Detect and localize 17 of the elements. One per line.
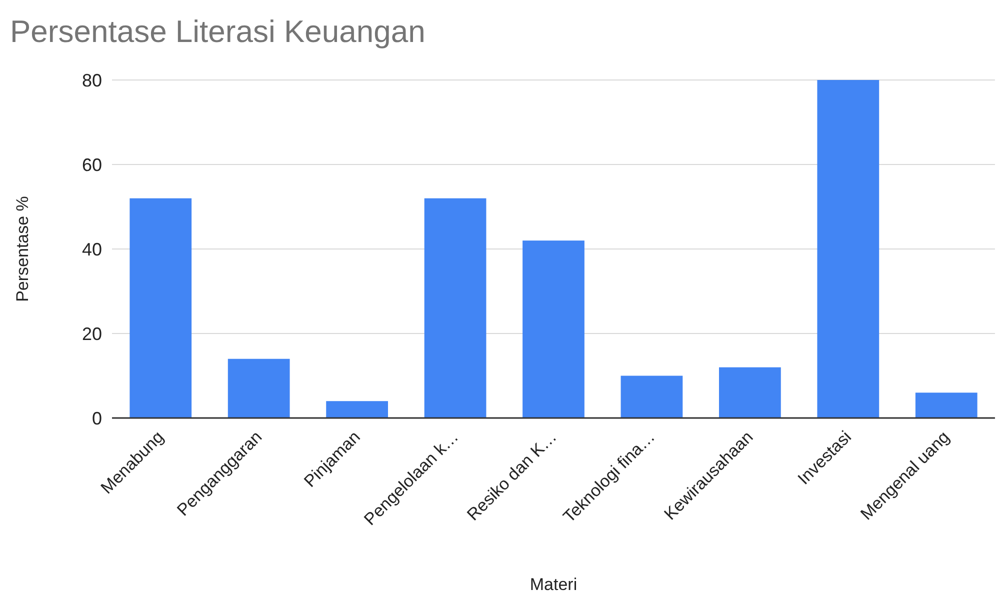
y-tick-label: 20 (82, 324, 102, 344)
y-tick-label: 60 (82, 154, 102, 175)
bar (915, 392, 978, 418)
x-axis-title: Materi (530, 575, 578, 594)
bar (719, 367, 781, 418)
bar (326, 401, 388, 418)
bar (620, 376, 683, 418)
bar (424, 198, 486, 418)
y-axis-title: Persentase % (13, 196, 32, 302)
bar (228, 358, 290, 418)
bar (522, 240, 584, 418)
y-tick-label: 80 (82, 70, 102, 90)
y-tick-label: 0 (92, 408, 102, 428)
chart-title: Persentase Literasi Keuangan (10, 14, 426, 49)
y-tick-label: 40 (82, 239, 102, 260)
bar (817, 80, 880, 418)
bar (130, 198, 192, 418)
